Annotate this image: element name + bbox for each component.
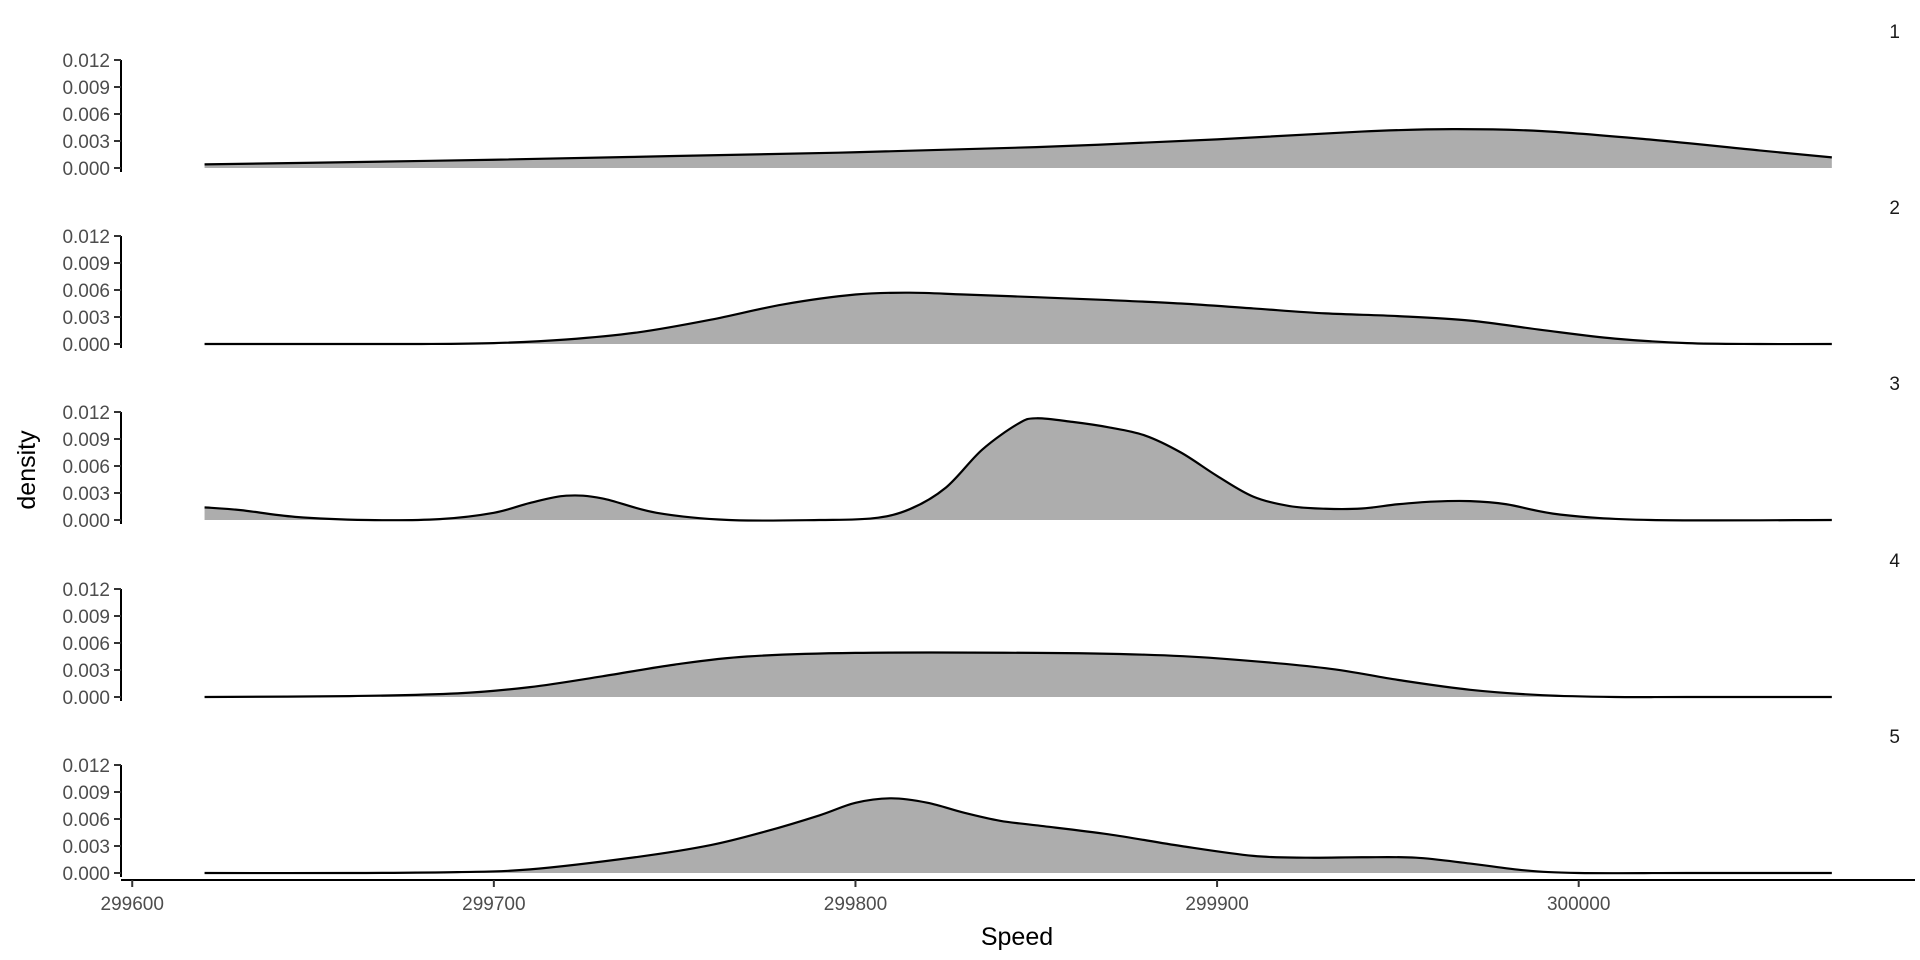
y-tick-label-4-4: 0.012 bbox=[62, 580, 110, 601]
x-tick-label-2: 299800 bbox=[824, 894, 887, 915]
y-tick-label-1-3: 0.009 bbox=[62, 78, 110, 99]
y-axis-title: density bbox=[13, 430, 41, 510]
x-axis-title: Speed bbox=[981, 923, 1053, 951]
facet-label-5: 5 bbox=[1889, 727, 1900, 748]
x-tick-label-1: 299700 bbox=[462, 894, 525, 915]
facet-panel-3: 3 0.000 0.003 0.006 0.009 0.012 bbox=[62, 374, 1900, 532]
density-area-2 bbox=[204, 292, 1832, 345]
x-tick-label-3: 299900 bbox=[1185, 894, 1248, 915]
y-tick-label-4-0: 0.000 bbox=[62, 688, 110, 709]
density-line-4 bbox=[204, 651, 1832, 699]
density-area-4 bbox=[204, 652, 1832, 698]
y-tick-label-2-1: 0.003 bbox=[62, 308, 110, 329]
x-axis: 299600 299700 299800 299900 300000 bbox=[101, 879, 1915, 915]
y-tick-label-3-3: 0.009 bbox=[62, 430, 110, 451]
y-axis-2: 0.000 0.003 0.006 0.009 0.012 bbox=[62, 227, 122, 356]
y-tick-label-2-2: 0.006 bbox=[62, 281, 110, 302]
x-tick-label-0: 299600 bbox=[101, 894, 164, 915]
y-tick-label-3-1: 0.003 bbox=[62, 484, 110, 505]
density-line-5 bbox=[204, 797, 1832, 875]
y-tick-label-4-2: 0.006 bbox=[62, 634, 110, 655]
facet-label-3: 3 bbox=[1889, 374, 1900, 395]
y-tick-label-5-2: 0.006 bbox=[62, 810, 110, 831]
density-line-3 bbox=[204, 417, 1832, 522]
y-tick-label-5-0: 0.000 bbox=[62, 864, 110, 885]
y-tick-label-3-4: 0.012 bbox=[62, 403, 110, 424]
y-axis-3: 0.000 0.003 0.006 0.009 0.012 bbox=[62, 403, 122, 532]
y-tick-label-1-0: 0.000 bbox=[62, 159, 110, 180]
density-line-2 bbox=[204, 291, 1832, 346]
y-tick-label-3-0: 0.000 bbox=[62, 511, 110, 532]
facet-panel-4: 4 0.000 0.003 0.006 0.009 0.012 bbox=[62, 551, 1900, 709]
density-area-5 bbox=[204, 798, 1832, 874]
y-tick-label-4-1: 0.003 bbox=[62, 661, 110, 682]
y-tick-label-2-3: 0.009 bbox=[62, 254, 110, 275]
facet-panel-5: 5 0.000 0.003 0.006 0.009 0.012 bbox=[62, 727, 1900, 885]
y-tick-label-4-3: 0.009 bbox=[62, 607, 110, 628]
facet-panel-1: 1 0.000 0.003 0.006 0.009 0.012 bbox=[62, 22, 1900, 180]
facet-panel-2: 2 0.000 0.003 0.006 0.009 0.012 bbox=[62, 198, 1900, 356]
y-tick-label-1-2: 0.006 bbox=[62, 105, 110, 126]
density-area-3 bbox=[204, 418, 1832, 521]
y-tick-label-3-2: 0.006 bbox=[62, 457, 110, 478]
y-tick-label-1-4: 0.012 bbox=[62, 51, 110, 72]
y-tick-label-5-3: 0.009 bbox=[62, 783, 110, 804]
y-axis-1: 0.000 0.003 0.006 0.009 0.012 bbox=[62, 51, 122, 180]
facet-panels: 10.0000.0030.0060.0090.01220.0000.0030.0… bbox=[62, 22, 1900, 885]
y-axis-5: 0.000 0.003 0.006 0.009 0.012 bbox=[62, 756, 122, 885]
y-tick-label-5-1: 0.003 bbox=[62, 837, 110, 858]
x-tick-label-4: 300000 bbox=[1547, 894, 1610, 915]
y-axis-4: 0.000 0.003 0.006 0.009 0.012 bbox=[62, 580, 122, 709]
facet-label-4: 4 bbox=[1889, 551, 1900, 572]
facet-label-1: 1 bbox=[1889, 22, 1900, 43]
y-tick-label-1-1: 0.003 bbox=[62, 132, 110, 153]
y-tick-label-2-4: 0.012 bbox=[62, 227, 110, 248]
y-tick-label-2-0: 0.000 bbox=[62, 335, 110, 356]
y-tick-label-5-4: 0.012 bbox=[62, 756, 110, 777]
density-line-1 bbox=[204, 128, 1832, 166]
facet-label-2: 2 bbox=[1889, 198, 1900, 219]
